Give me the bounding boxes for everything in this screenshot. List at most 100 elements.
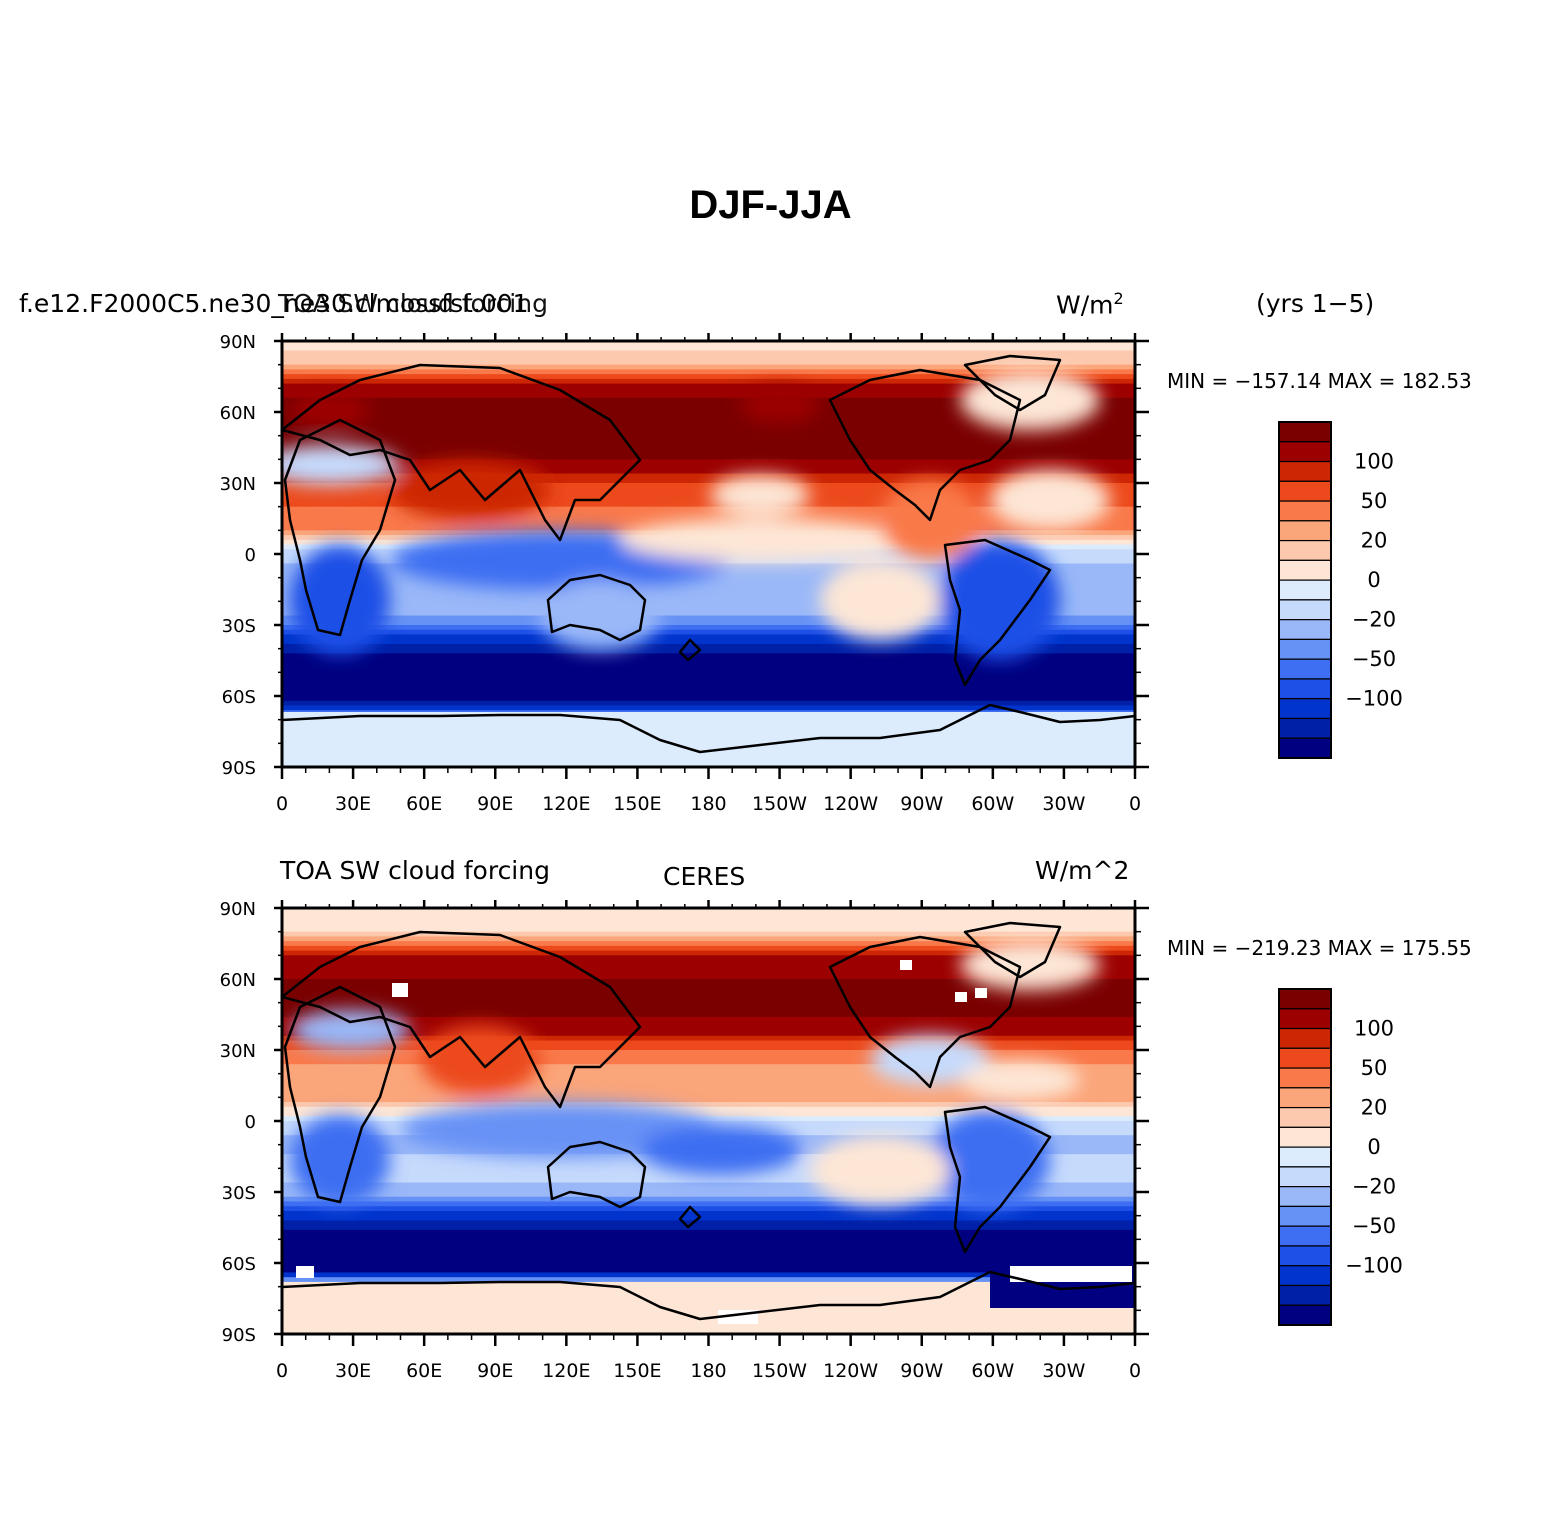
- zonal-band: [282, 917, 1135, 923]
- zonal-band: [282, 629, 1135, 636]
- zonal-band: [282, 979, 1135, 985]
- zonal-band: [282, 1111, 1135, 1117]
- zonal-band: [282, 1239, 1135, 1245]
- greenland-coastline: [963, 354, 1062, 412]
- zonal-band: [282, 1106, 1135, 1113]
- lat-tick-label: 60S: [222, 687, 256, 708]
- lat-tick-label: 90S: [222, 758, 256, 779]
- zonal-band: [282, 440, 1135, 446]
- zonal-band: [282, 355, 1135, 361]
- zonal-band: [282, 402, 1135, 408]
- zonal-band: [282, 478, 1135, 484]
- colorbar-frame: [1278, 988, 1332, 1326]
- lat-tick-label: 30N: [220, 474, 256, 495]
- panel2-units: W/m^2: [1035, 856, 1130, 885]
- zonal-band: [282, 1187, 1135, 1193]
- zonal-band: [282, 591, 1135, 598]
- zonal-band: [282, 483, 1135, 489]
- zonal-band: [282, 393, 1135, 399]
- zonal-band: [282, 1035, 1135, 1042]
- zonal-band: [282, 364, 1135, 370]
- panel1-field-patches: [282, 370, 1110, 660]
- zonal-band: [282, 931, 1135, 937]
- zonal-band: [282, 908, 1135, 914]
- colorbar-swatch: [1278, 1186, 1332, 1208]
- colorbar-label: 0: [1367, 568, 1380, 592]
- lat-tick-label: 0: [245, 545, 256, 566]
- zonal-band: [282, 596, 1135, 602]
- lon-tick-label: 120E: [542, 1360, 590, 1382]
- lat-tick-label: 90N: [220, 332, 256, 353]
- panel2-colorbar: 100 50 20 0 −20 −50 −100: [1278, 988, 1403, 1326]
- zonal-band: [282, 1220, 1135, 1226]
- colorbar-swatch: [1278, 678, 1332, 700]
- colorbar-label: 0: [1367, 1135, 1380, 1159]
- lon-tick-label: 30E: [335, 1360, 371, 1382]
- panel2-missing-3: [392, 983, 408, 997]
- colorbar-swatch: [1278, 698, 1332, 720]
- panel1-axes: 90N 60N 30N 0 30S 60S 90S 0 30E 60E 90E 120E 150E 180…: [220, 332, 1149, 815]
- panel2-stats: MIN = −219.23 MAX = 175.55: [1167, 936, 1472, 960]
- zonal-band: [282, 1012, 1135, 1018]
- new-zealand-coastline: [678, 638, 702, 662]
- australia-coastline: [546, 573, 647, 642]
- zonal-band: [282, 997, 1135, 1004]
- colorbar-swatch: [1278, 1047, 1332, 1069]
- zonal-band: [282, 964, 1135, 971]
- colorbar-label: −50: [1352, 647, 1396, 671]
- zonal-band: [282, 1073, 1135, 1079]
- zonal-band: [282, 941, 1135, 947]
- zonal-band: [282, 705, 1135, 711]
- lon-tick-label: 120W: [823, 793, 878, 815]
- panel2-coastlines: [282, 921, 1135, 1321]
- zonal-band: [282, 359, 1135, 366]
- zonal-band: [282, 1031, 1135, 1037]
- colorbar-swatch: [1278, 559, 1332, 581]
- zonal-band: [282, 1248, 1135, 1255]
- zonal-band: [282, 696, 1135, 702]
- panel1-stats: MIN = −157.14 MAX = 182.53: [1167, 369, 1472, 393]
- zonal-band: [282, 473, 1135, 479]
- zonal-band: [282, 969, 1135, 975]
- australia-coastline: [546, 1140, 647, 1209]
- zonal-band: [282, 1258, 1135, 1264]
- zonal-band: [282, 1054, 1135, 1061]
- lat-tick-label: 90S: [222, 1325, 256, 1346]
- patch: [810, 1135, 950, 1205]
- zonal-band: [282, 615, 1135, 621]
- zonal-band: [282, 430, 1135, 437]
- patch: [960, 370, 1100, 430]
- colorbar-swatch: [1278, 520, 1332, 542]
- zonal-band: [282, 1177, 1135, 1184]
- zonal-band: [282, 648, 1135, 654]
- lat-tick-label: 30S: [222, 616, 256, 637]
- zonal-band: [282, 383, 1135, 389]
- panel1-left-label: f.e12.F2000C5.ne30_ne30.clmossfst.001: [19, 289, 529, 318]
- panel2-missing-6: [975, 988, 987, 998]
- lat-tick-label: 60S: [222, 1254, 256, 1275]
- south-america-coastline: [943, 1105, 1052, 1254]
- lat-tick-label: 90N: [220, 899, 256, 920]
- colorbar-swatch: [1278, 1067, 1332, 1089]
- patch: [290, 1010, 410, 1050]
- eurasia-coastline: [282, 930, 642, 1109]
- zonal-band: [282, 1206, 1135, 1212]
- panel1-coastlines: [282, 354, 1135, 754]
- zonal-band: [282, 1083, 1135, 1089]
- zonal-band: [282, 955, 1135, 961]
- colorbar-swatch: [1278, 579, 1332, 601]
- zonal-band: [282, 1097, 1135, 1103]
- panel1-center-label: TOA SW cloud forcing: [278, 289, 548, 318]
- zonal-band: [282, 416, 1135, 423]
- zonal-band: [282, 341, 1135, 347]
- zonal-band: [282, 1253, 1135, 1259]
- zonal-band: [282, 672, 1135, 678]
- zonal-band: [282, 1234, 1135, 1240]
- zonal-band: [282, 1329, 1135, 1334]
- zonal-band: [282, 950, 1135, 956]
- colorbar-label: 50: [1361, 1056, 1388, 1080]
- patch: [400, 1102, 720, 1158]
- zonal-band: [282, 506, 1135, 512]
- zonal-band: [282, 492, 1135, 498]
- north-america-coastline: [828, 935, 1022, 1089]
